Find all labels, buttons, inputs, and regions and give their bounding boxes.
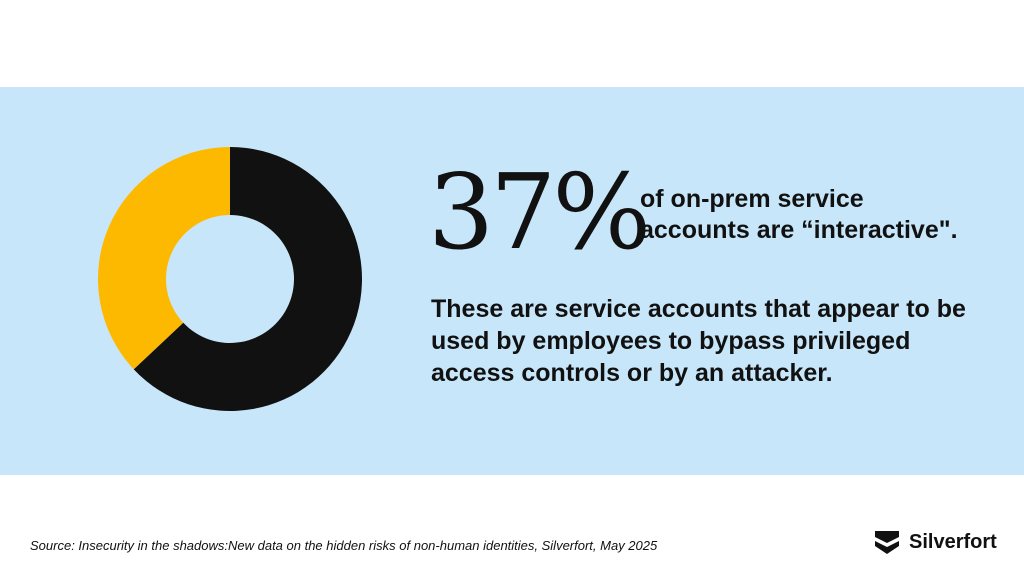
donut-slice-remainder [133,147,362,411]
stat-description: These are service accounts that appear t… [431,295,966,387]
donut-slice-highlight [98,147,230,370]
stat-value: 37% [428,151,651,273]
brand-logo: Silverfort [873,528,997,556]
stat-caption: of on-prem service accounts are “interac… [640,185,958,244]
silverfort-logo-icon [875,531,899,554]
source-citation: Source: Insecurity in the shadows:New da… [30,538,658,553]
highlight-band [0,87,1024,475]
brand-name: Silverfort [909,530,997,553]
donut-chart [98,147,362,411]
